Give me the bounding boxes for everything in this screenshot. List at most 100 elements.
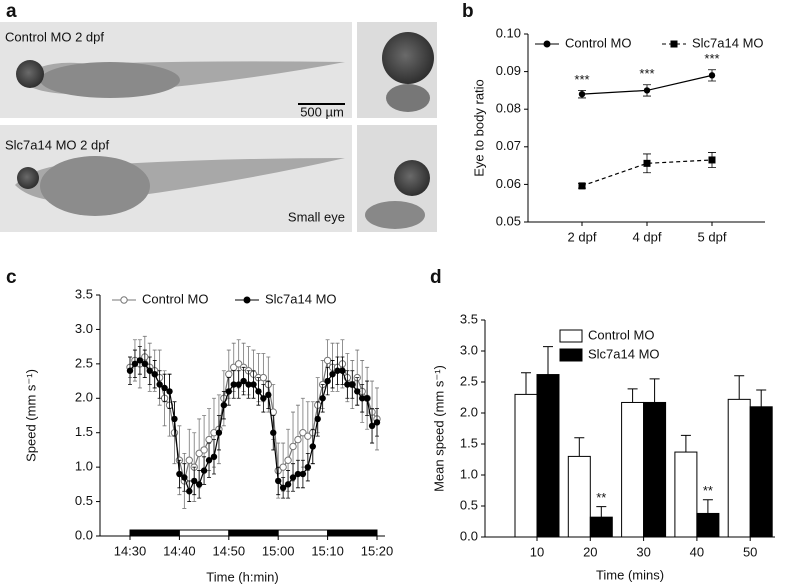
series-line [581, 159, 713, 187]
marker [314, 415, 321, 423]
marker [185, 456, 193, 464]
light-dark-bar [277, 529, 329, 537]
y-tick-label: 3.0 [75, 321, 93, 336]
marker [136, 357, 144, 364]
marker [195, 481, 203, 488]
marker [284, 456, 292, 464]
marker [289, 474, 297, 481]
legend-label: Slc7a14 MO [265, 291, 337, 306]
y-tick-label: 1.0 [460, 466, 478, 481]
marker [131, 360, 139, 368]
marker [151, 370, 158, 378]
marker [245, 381, 252, 388]
y-tick-label: 3.0 [460, 342, 478, 357]
y-tick-label: 2.5 [75, 355, 93, 370]
image-label: Control MO 2 dpf [5, 29, 104, 44]
light-dark-bar [327, 529, 378, 537]
x-tick-label: 50 [743, 544, 757, 559]
marker [708, 156, 716, 164]
marker [200, 467, 208, 474]
x-axis-label: Time (h:min) [206, 569, 278, 584]
marker [354, 388, 361, 395]
x-axis-label: Time (mins) [596, 567, 664, 582]
y-tick-label: 1.0 [75, 459, 93, 474]
y-tick-label: 0.0 [460, 528, 478, 543]
panel-label: d [430, 267, 442, 288]
marker [205, 435, 213, 444]
marker [255, 388, 262, 395]
marker [191, 477, 198, 485]
y-tick-label: 2.0 [460, 404, 478, 419]
error-bar [702, 499, 713, 514]
error-bar [627, 388, 638, 403]
light-dark-bar [129, 529, 180, 537]
y-tick-label: 0.09 [496, 63, 521, 78]
error-bar [596, 506, 607, 518]
y-tick-label: 0.06 [496, 176, 521, 191]
error-bar [734, 375, 745, 400]
marker [176, 470, 183, 478]
marker [319, 395, 326, 402]
legend-label: Control MO [565, 35, 631, 50]
marker [225, 370, 233, 378]
marker [670, 40, 678, 48]
annotation: *** [574, 72, 589, 87]
x-tick-label: 14:30 [114, 543, 147, 558]
y-tick-label: 0.10 [496, 25, 521, 40]
marker [141, 360, 149, 368]
bar [674, 451, 698, 538]
error-bar [756, 389, 767, 407]
annotation: ** [703, 483, 713, 498]
x-tick-label: 14:50 [213, 543, 246, 558]
x-tick-label: 10 [530, 544, 544, 559]
image-label: Slc7a14 MO 2 dpf [5, 137, 109, 152]
error-bar [680, 434, 691, 453]
marker [299, 470, 307, 478]
bar [536, 374, 560, 538]
x-tick-label: 15:00 [262, 543, 295, 558]
marker [265, 391, 272, 399]
marker [284, 481, 292, 488]
marker [543, 40, 551, 48]
bar [643, 401, 667, 538]
image-note: Small eye [288, 209, 345, 224]
marker [275, 477, 282, 485]
marker [309, 443, 316, 450]
marker [186, 488, 193, 495]
bar [696, 512, 720, 538]
legend-label: Slc7a14 MO [692, 35, 764, 50]
bar [749, 406, 773, 538]
marker [205, 457, 213, 464]
x-tick-label: 2 dpf [568, 229, 597, 244]
marker [578, 182, 586, 190]
photo-morphant-eye [357, 125, 437, 232]
photo-morphant: Slc7a14 MO 2 dpf Small eye [0, 125, 352, 232]
y-tick-label: 3.5 [75, 286, 93, 301]
marker [294, 470, 302, 478]
marker [171, 415, 178, 423]
y-tick-label: 0.5 [460, 497, 478, 512]
scale-bar-label: 500 µm [300, 104, 344, 119]
marker [250, 381, 257, 388]
x-tick-label: 20 [583, 544, 597, 559]
marker [373, 419, 381, 426]
light-dark-bar [228, 529, 279, 537]
marker [708, 72, 716, 79]
marker [156, 381, 163, 388]
marker [200, 446, 208, 454]
marker [329, 370, 336, 378]
marker [358, 395, 366, 402]
marker [363, 395, 371, 402]
marker [349, 381, 356, 388]
marker [368, 422, 376, 430]
photo-control-eye [357, 22, 437, 118]
marker [339, 367, 346, 374]
marker [195, 449, 203, 458]
y-tick-label: 3.5 [460, 311, 478, 326]
bar [514, 393, 538, 538]
y-tick-label: 0.5 [75, 493, 93, 508]
y-tick-label: 0.08 [496, 101, 521, 116]
error-bar [521, 372, 531, 395]
y-tick-label: 1.5 [75, 424, 93, 439]
